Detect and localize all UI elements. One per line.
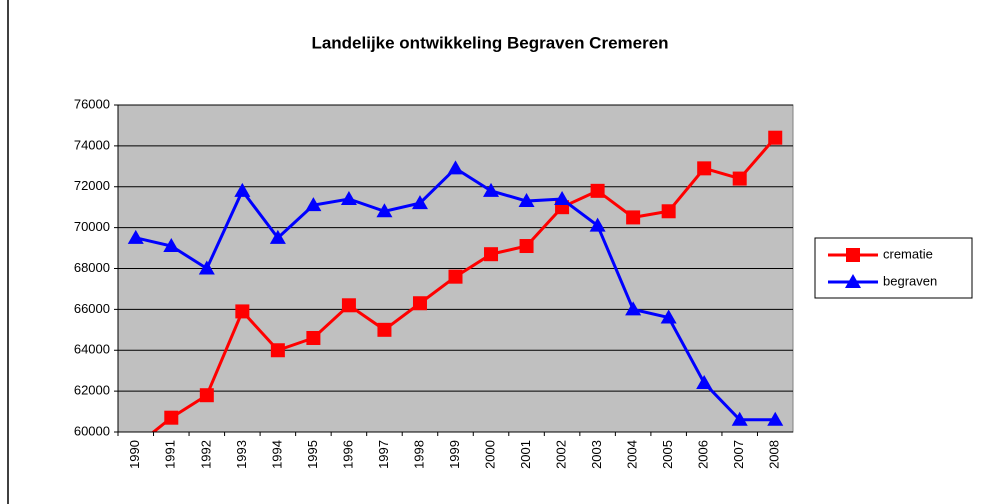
x-tick-label: 2000 [482, 440, 497, 469]
marker [484, 247, 499, 262]
legend-label: begraven [883, 273, 937, 288]
marker [377, 322, 392, 337]
marker [767, 411, 784, 426]
marker [589, 217, 606, 232]
y-tick-label: 74000 [74, 137, 110, 152]
marker [199, 388, 214, 403]
chart-title: Landelijke ontwikkeling Begraven Cremere… [311, 33, 668, 52]
x-tick-label: 2001 [518, 440, 533, 469]
marker [163, 238, 180, 253]
marker [483, 182, 500, 197]
x-tick-label: 1995 [305, 440, 320, 469]
marker [519, 239, 534, 254]
marker [660, 309, 677, 324]
marker [626, 210, 641, 225]
y-tick-label: 68000 [74, 260, 110, 275]
marker [768, 130, 783, 145]
marker [625, 301, 642, 316]
x-tick-label: 1991 [163, 440, 178, 469]
y-tick-label: 72000 [74, 178, 110, 193]
x-tick-label: 1994 [269, 440, 284, 469]
marker [164, 410, 179, 425]
y-tick-label: 62000 [74, 383, 110, 398]
plot-clip [127, 130, 784, 432]
x-tick-label: 2003 [589, 440, 604, 469]
legend-label: crematie [883, 246, 933, 261]
marker [127, 229, 144, 244]
marker [448, 269, 463, 284]
y-tick-label: 76000 [74, 96, 110, 111]
marker [731, 411, 748, 426]
marker [696, 374, 713, 389]
x-tick-label: 1999 [447, 440, 462, 469]
marker [411, 195, 428, 210]
marker [518, 193, 535, 208]
marker [234, 182, 251, 197]
marker [554, 191, 571, 206]
y-tick-label: 64000 [74, 342, 110, 357]
marker [590, 183, 605, 198]
y-tick-label: 66000 [74, 301, 110, 316]
marker [235, 304, 250, 319]
marker [305, 197, 322, 212]
x-tick-label: 1996 [340, 440, 355, 469]
y-tick-label: 70000 [74, 219, 110, 234]
marker [661, 204, 676, 219]
marker [376, 203, 393, 218]
marker [270, 343, 285, 358]
x-tick-label: 2007 [731, 440, 746, 469]
marker [846, 248, 860, 262]
x-tick-label: 1998 [411, 440, 426, 469]
marker [845, 274, 861, 288]
marker [341, 298, 356, 313]
marker [732, 171, 747, 186]
x-tick-label: 2004 [625, 440, 640, 469]
x-tick-label: 1990 [127, 440, 142, 469]
marker [198, 260, 215, 275]
x-tick-label: 2005 [660, 440, 675, 469]
x-tick-label: 1997 [376, 440, 391, 469]
marker [306, 330, 321, 345]
marker [340, 191, 357, 206]
marker [697, 161, 712, 176]
x-tick-label: 2006 [696, 440, 711, 469]
x-tick-label: 2008 [767, 440, 782, 469]
legend-box [814, 237, 973, 299]
x-tick-label: 1993 [234, 440, 249, 469]
x-tick-label: 2002 [554, 440, 569, 469]
marker [269, 229, 286, 244]
x-tick-label: 1992 [198, 440, 213, 469]
y-tick-label: 60000 [74, 423, 110, 438]
marker [412, 296, 427, 311]
marker [447, 160, 464, 175]
